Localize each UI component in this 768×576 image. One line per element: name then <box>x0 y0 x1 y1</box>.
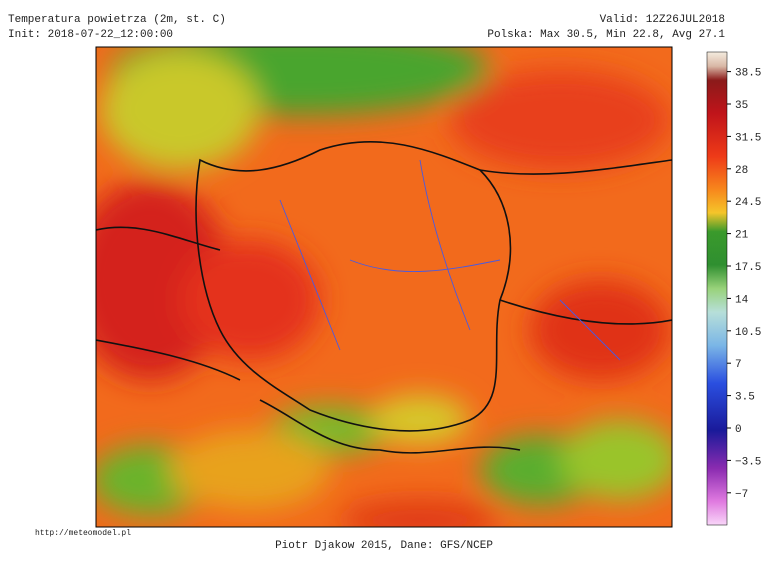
colorbar-label: 31.5 <box>735 132 761 144</box>
colorbar <box>706 51 728 526</box>
colorbar-label: 38.5 <box>735 68 761 80</box>
temperature-map <box>96 47 672 527</box>
colorbar-label: 17.5 <box>735 262 761 274</box>
map-frame <box>95 46 673 528</box>
colorbar-label: 3.5 <box>735 392 755 404</box>
valid-time: Valid: 12Z26JUL2018 <box>600 14 725 26</box>
colorbar-label: 14 <box>735 294 749 306</box>
credit: Piotr Djakow 2015, Dane: GFS/NCEP <box>275 540 493 552</box>
colorbar-label: 24.5 <box>735 197 761 209</box>
colorbar-label: 10.5 <box>735 327 761 339</box>
colorbar-label: −7 <box>735 489 748 501</box>
source-url: http://meteomodel.pl <box>35 529 131 538</box>
stats: Polska: Max 30.5, Min 22.8, Avg 27.1 <box>487 29 725 41</box>
colorbar-label: 21 <box>735 230 749 242</box>
colorbar-label: 7 <box>735 359 742 371</box>
colorbar-label: 0 <box>735 424 742 436</box>
colorbar-label: 28 <box>735 165 748 177</box>
colorbar-label: 35 <box>735 100 748 112</box>
colorbar-label: −3.5 <box>735 456 761 468</box>
init-time: Init: 2018-07-22_12:00:00 <box>8 29 173 41</box>
title: Temperatura powietrza (2m, st. C) <box>8 14 226 26</box>
